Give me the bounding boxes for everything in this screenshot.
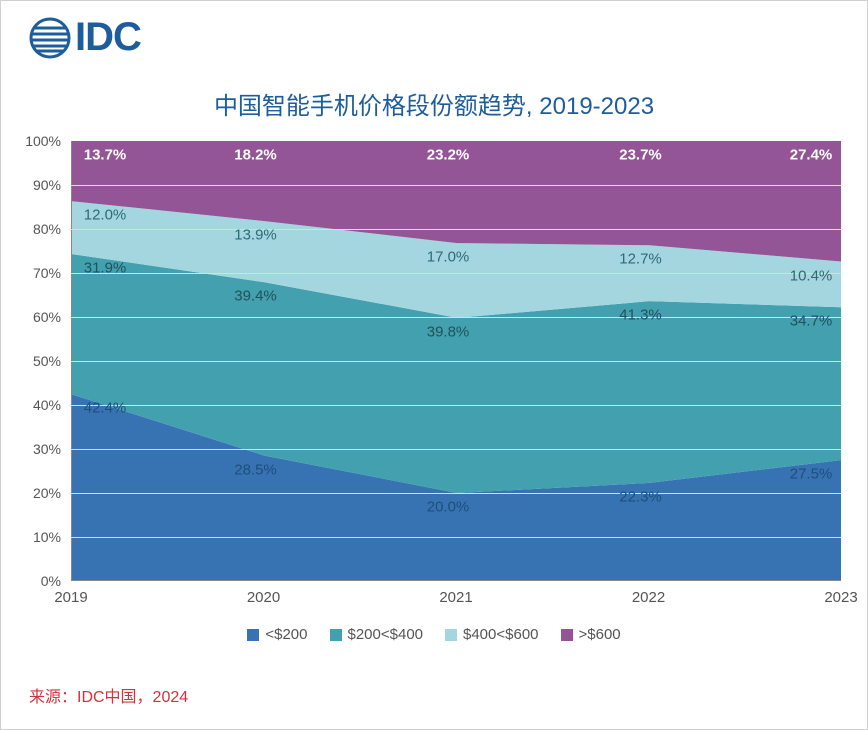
y-axis-label: 100% <box>11 133 61 149</box>
legend-swatch <box>247 629 259 641</box>
legend-swatch <box>561 629 573 641</box>
data-label: 17.0% <box>427 249 470 266</box>
data-label: 34.7% <box>790 313 833 330</box>
legend-swatch <box>445 629 457 641</box>
y-axis-label: 90% <box>11 177 61 193</box>
data-label: 39.4% <box>234 288 277 305</box>
legend-item: $200<$400 <box>330 626 424 643</box>
legend-swatch <box>330 629 342 641</box>
legend-label: $400<$600 <box>463 626 539 643</box>
grid-line <box>71 317 841 318</box>
logo-globe-icon <box>29 17 71 59</box>
data-label: 31.9% <box>84 260 127 277</box>
y-axis-label: 80% <box>11 221 61 237</box>
legend-label: $200<$400 <box>348 626 424 643</box>
chart-title: 中国智能手机价格段份额趋势, 2019-2023 <box>1 86 867 121</box>
grid-line <box>71 449 841 450</box>
data-label: 10.4% <box>790 267 833 284</box>
data-label: 23.7% <box>619 147 662 164</box>
legend-item: >$600 <box>561 626 621 643</box>
data-label: 18.2% <box>234 147 277 164</box>
data-label: 23.2% <box>427 147 470 164</box>
grid-line <box>71 185 841 186</box>
grid-line <box>71 493 841 494</box>
legend-item: $400<$600 <box>445 626 539 643</box>
legend-label: <$200 <box>265 626 307 643</box>
data-label: 20.0% <box>427 499 470 516</box>
data-label: 13.9% <box>234 227 277 244</box>
y-axis-label: 50% <box>11 353 61 369</box>
grid-line <box>71 273 841 274</box>
source-footnote: 来源：IDC中国，2024 <box>29 683 188 707</box>
chart-container: 0%10%20%30%40%50%60%70%80%90%100%2019202… <box>71 141 841 581</box>
data-label: 13.7% <box>84 147 127 164</box>
legend-label: >$600 <box>579 626 621 643</box>
data-label: 22.3% <box>619 488 662 505</box>
grid-line <box>71 405 841 406</box>
y-axis-label: 40% <box>11 397 61 413</box>
data-label: 39.8% <box>427 323 470 340</box>
x-axis-label: 2019 <box>54 589 87 606</box>
y-axis-label: 60% <box>11 309 61 325</box>
data-label: 28.5% <box>234 461 277 478</box>
logo-text: IDC <box>75 15 141 60</box>
grid-line <box>71 361 841 362</box>
x-axis-label: 2022 <box>632 589 665 606</box>
chart-legend: <$200 $200<$400 $400<$600 >$600 <box>1 626 867 643</box>
y-axis-label: 10% <box>11 529 61 545</box>
idc-logo: IDC <box>29 15 141 60</box>
data-label: 12.0% <box>84 207 127 224</box>
y-axis-label: 0% <box>11 573 61 589</box>
grid-line <box>71 537 841 538</box>
data-label: 27.5% <box>790 466 833 483</box>
data-label: 41.3% <box>619 307 662 324</box>
x-axis-label: 2023 <box>824 589 857 606</box>
grid-line <box>71 229 841 230</box>
legend-item: <$200 <box>247 626 307 643</box>
y-axis-label: 30% <box>11 441 61 457</box>
data-label: 27.4% <box>790 147 833 164</box>
data-label: 42.4% <box>84 400 127 417</box>
y-axis-label: 20% <box>11 485 61 501</box>
x-axis-label: 2020 <box>247 589 280 606</box>
x-axis-label: 2021 <box>439 589 472 606</box>
y-axis-label: 70% <box>11 265 61 281</box>
data-label: 12.7% <box>619 251 662 268</box>
